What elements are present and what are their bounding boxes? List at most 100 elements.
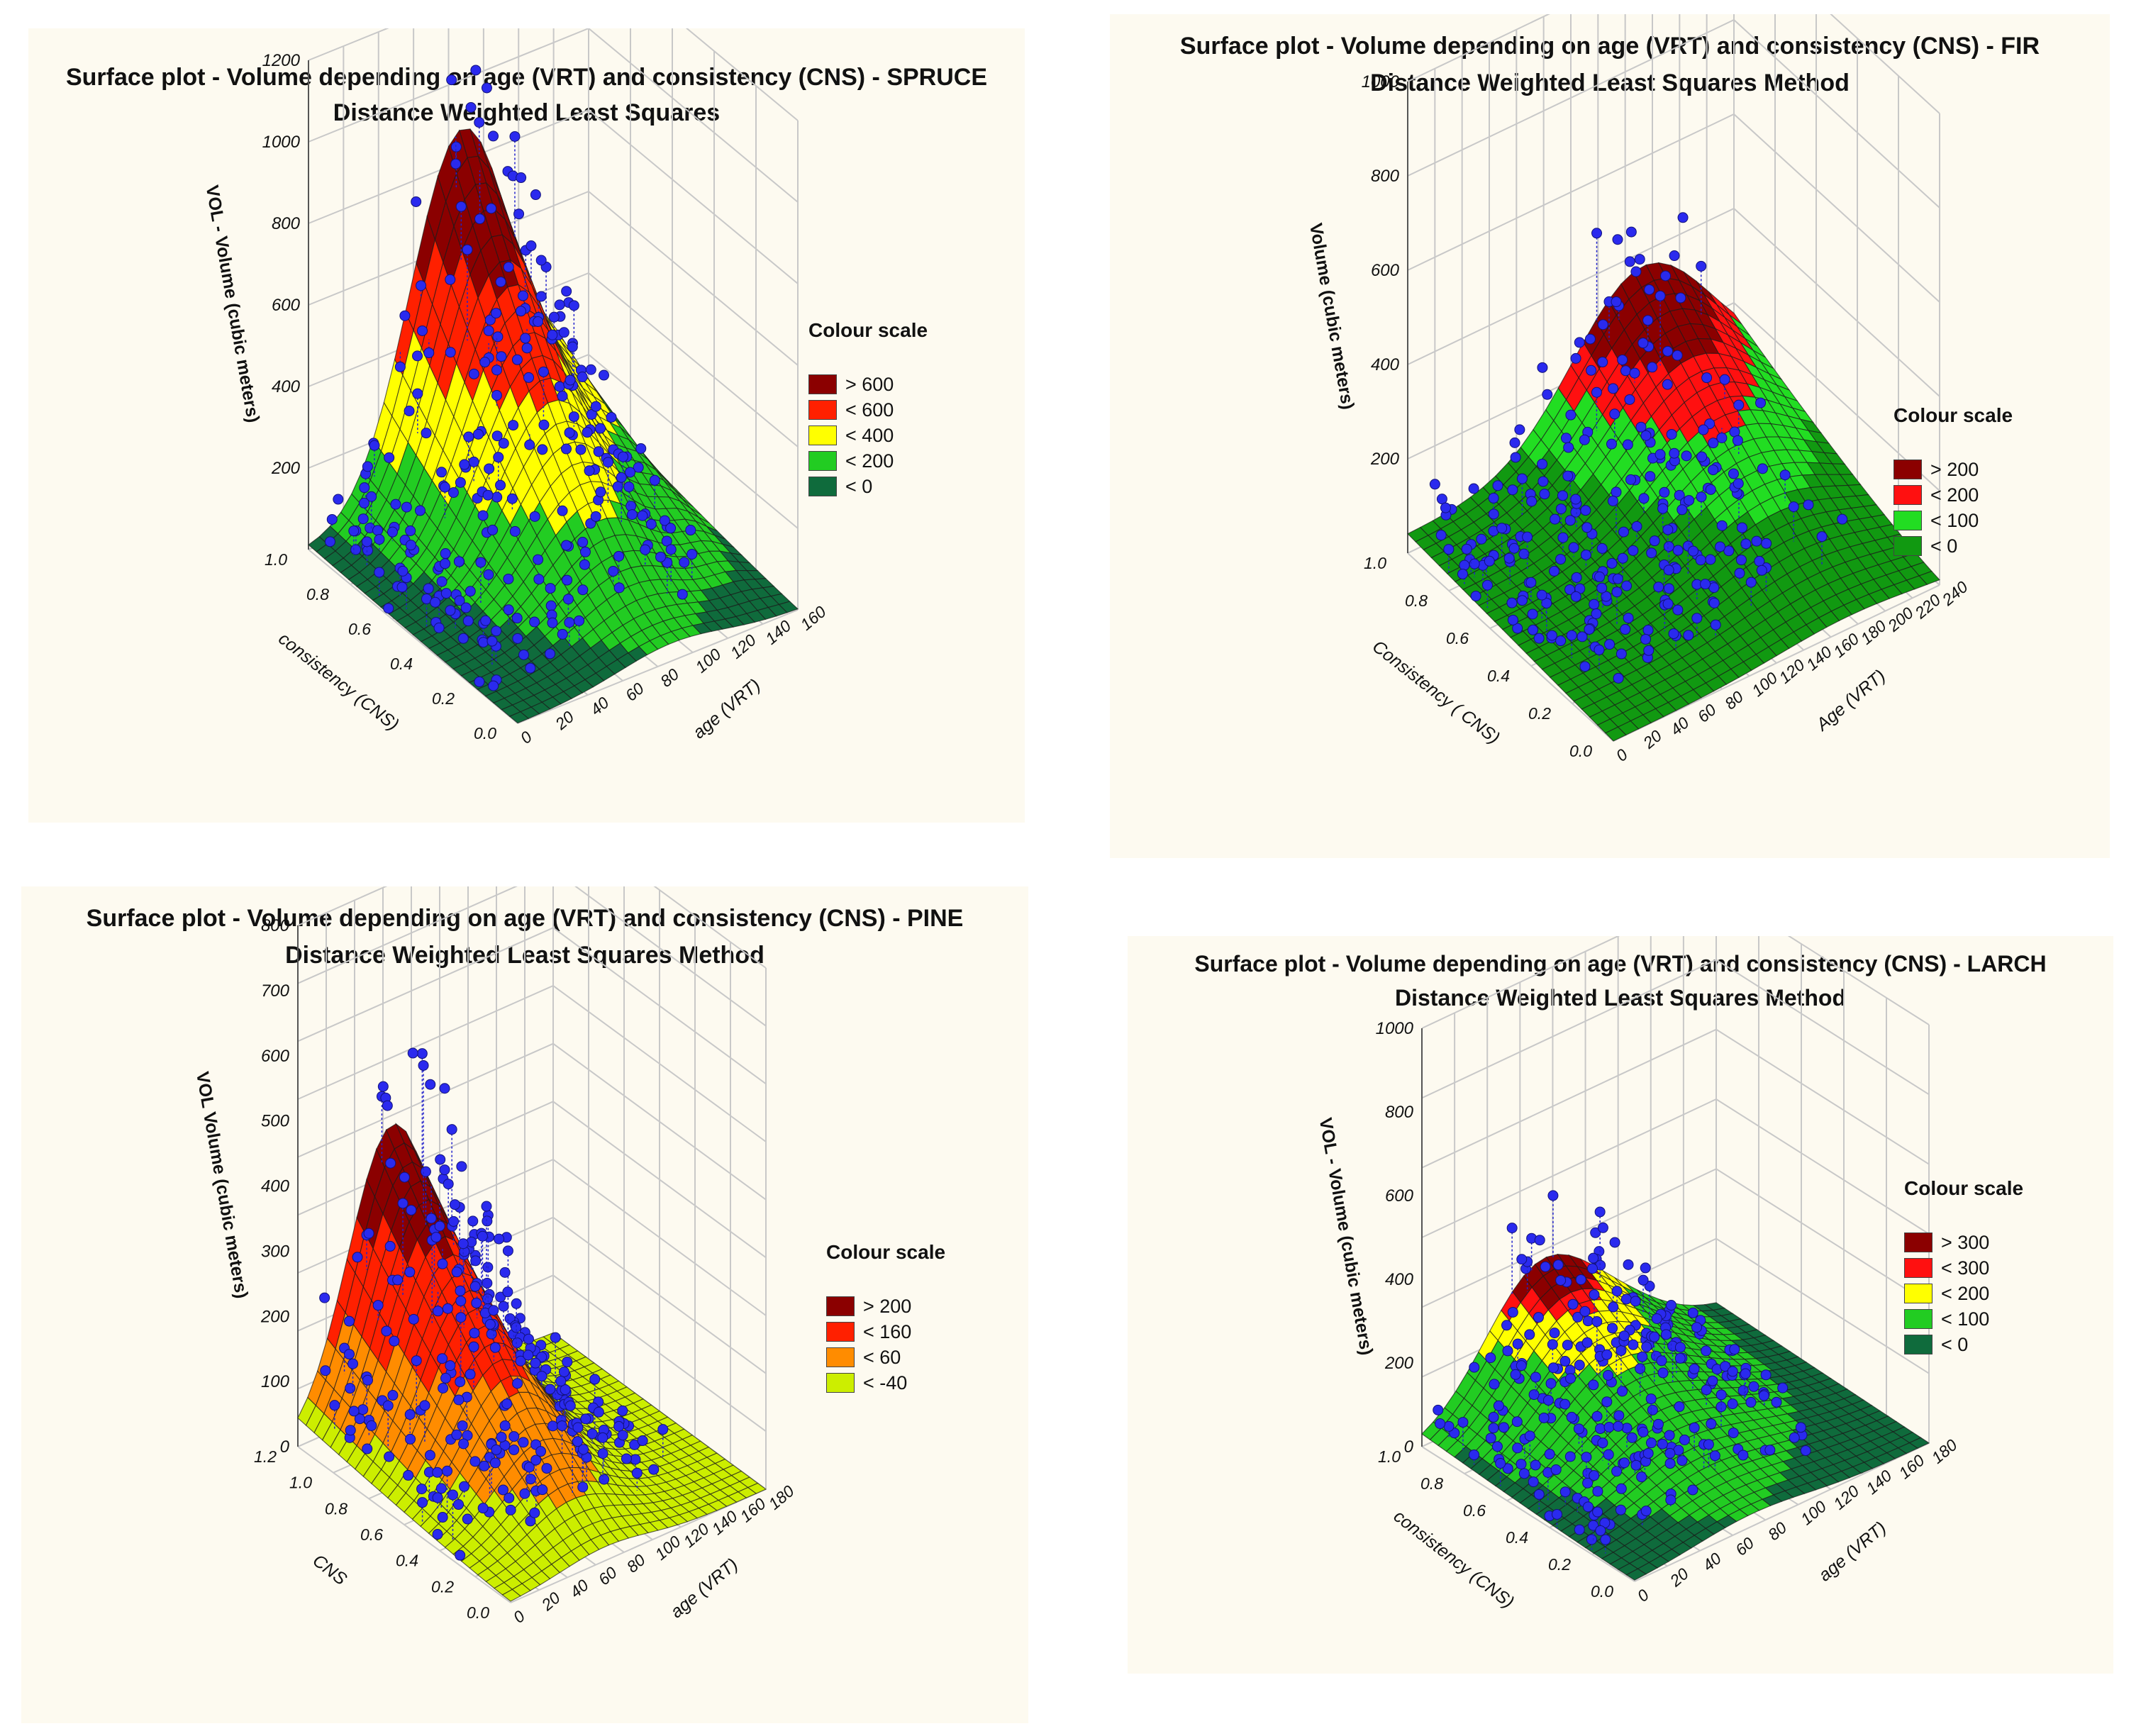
spruce-scatter-point [518, 290, 529, 301]
pine-y-tick-label: 0.0 [467, 1603, 489, 1622]
spruce-x-tick-label: 0 [517, 728, 536, 747]
spruce-scatter-point [491, 365, 503, 376]
fir-scatter-point [1655, 449, 1666, 460]
fir-scatter-point [1570, 494, 1581, 505]
pine-scatter-point [430, 1232, 442, 1243]
spruce-scatter-point [677, 589, 688, 600]
larch-scatter-point [1637, 1274, 1649, 1286]
spruce-y-tick-label: 1.0 [265, 550, 287, 569]
spruce-chart-title: Surface plot - Volume depending on age (… [65, 64, 988, 91]
spruce-chart-panel: Surface plot - Volume depending on age (… [28, 28, 1025, 823]
pine-scatter-point [586, 1428, 598, 1440]
fir-scatter-point [1642, 625, 1654, 636]
fir-scatter-point [1700, 579, 1711, 590]
pine-scatter-point [439, 1083, 450, 1094]
larch-scatter-point [1647, 1404, 1658, 1415]
larch-scatter-point [1443, 1420, 1455, 1432]
spruce-scatter-point [423, 583, 434, 594]
spruce-scatter-point [384, 452, 395, 463]
fir-z-tick-label: 600 [1371, 261, 1400, 280]
fir-scatter-point [1596, 542, 1608, 554]
fir-wall-gridline [1407, 14, 1940, 114]
larch-legend-label: < 300 [1941, 1257, 1990, 1279]
fir-z-tick-label: 200 [1370, 450, 1400, 469]
spruce-scatter-point [414, 505, 426, 516]
pine-z-tick-label: 200 [260, 1307, 290, 1326]
spruce-scatter-point [359, 482, 370, 494]
larch-scatter-point [1591, 1316, 1603, 1328]
larch-scatter-point [1642, 1447, 1654, 1459]
pine-scatter-point [479, 1460, 490, 1471]
fir-scatter-point [1708, 438, 1719, 449]
pine-scatter-point [458, 1438, 469, 1450]
pine-scatter-point [565, 1400, 576, 1411]
larch-y-tick-label: 0.8 [1420, 1474, 1443, 1493]
fir-scatter-point [1589, 599, 1600, 610]
pine-surface-plot: 01002003004005006007008000.00.20.40.60.8… [192, 886, 798, 1627]
pine-scatter-point [384, 1451, 395, 1462]
spruce-x-tick-label: 140 [762, 616, 794, 648]
fir-scatter-point [1470, 591, 1481, 602]
larch-scatter-point [1516, 1459, 1527, 1470]
larch-legend-swatch [1904, 1233, 1933, 1252]
larch-scatter-point [1592, 1506, 1603, 1518]
pine-x-tick-label: 180 [765, 1481, 798, 1513]
fir-wall-gridline [1407, 301, 1940, 491]
fir-scatter-point [1522, 531, 1533, 542]
larch-scatter-point [1545, 1378, 1557, 1389]
pine-scatter-point [399, 1172, 410, 1183]
larch-scatter-point [1789, 1432, 1800, 1443]
larch-y-tick-label: 0.6 [1463, 1501, 1486, 1520]
pine-scatter-point [550, 1332, 561, 1343]
spruce-scatter-point [574, 615, 585, 626]
fir-legend-label: > 200 [1930, 458, 1979, 480]
spruce-scatter-point [577, 584, 589, 596]
fir-scatter-point [1507, 484, 1518, 496]
fir-y-tick-label: 0.6 [1446, 629, 1469, 647]
fir-z-tick-label: 1000 [1362, 72, 1400, 91]
pine-scatter-point [471, 1297, 482, 1308]
larch-scatter-point [1594, 1206, 1606, 1218]
fir-legend: Colour scale > 200 < 200 < 100 < 0 [1893, 404, 2013, 559]
spruce-scatter-point [374, 567, 385, 578]
pine-z-tick-label: 400 [261, 1177, 290, 1196]
spruce-scatter-point [491, 308, 502, 319]
pine-scatter-point [572, 1422, 584, 1433]
larch-scatter-point [1485, 1352, 1496, 1364]
fir-scatter-point [1666, 428, 1677, 440]
fir-scatter-point [1620, 624, 1631, 635]
pine-scatter-point [438, 1383, 449, 1394]
larch-x-tick-label: 120 [1830, 1481, 1862, 1513]
spruce-wall-gridline [308, 28, 799, 203]
larch-scatter-point [1518, 1468, 1530, 1479]
pine-y-axis-title: CNS [309, 1550, 351, 1589]
larch-scatter-point [1595, 1525, 1606, 1536]
spruce-scatter-point [511, 613, 523, 624]
fir-scatter-point [1608, 383, 1619, 394]
fir-scatter-point [1698, 424, 1709, 435]
fir-scatter-point [1745, 577, 1757, 588]
pine-scatter-point [518, 1437, 529, 1448]
larch-scatter-point [1646, 1437, 1657, 1449]
pine-z-axis-title: VOL Volume (cubic meters) [192, 1070, 252, 1300]
pine-wall-gridline [297, 886, 767, 1027]
pine-scatter-point [424, 1450, 435, 1461]
larch-scatter-point [1617, 1386, 1628, 1397]
larch-x-tick-label: 100 [1797, 1497, 1830, 1529]
fir-scatter-point [1570, 352, 1581, 364]
pine-y-tick-label: 0.4 [396, 1552, 418, 1570]
pine-scatter-point [497, 1484, 508, 1496]
larch-scatter-point [1555, 1275, 1567, 1286]
spruce-scatter-point [481, 82, 492, 94]
fir-scatter-point [1604, 639, 1616, 650]
larch-scatter-point [1550, 1464, 1562, 1476]
fir-scatter-point [1488, 492, 1499, 503]
pine-scatter-point [348, 1406, 360, 1417]
pine-scatter-point [426, 1213, 437, 1224]
pine-scatter-point [411, 1355, 422, 1367]
pine-scatter-point [455, 1376, 466, 1388]
pine-scatter-point [630, 1454, 641, 1465]
spruce-scatter-point [561, 540, 572, 551]
fir-scatter-point [1659, 486, 1670, 498]
larch-scatter-point [1528, 1476, 1539, 1488]
